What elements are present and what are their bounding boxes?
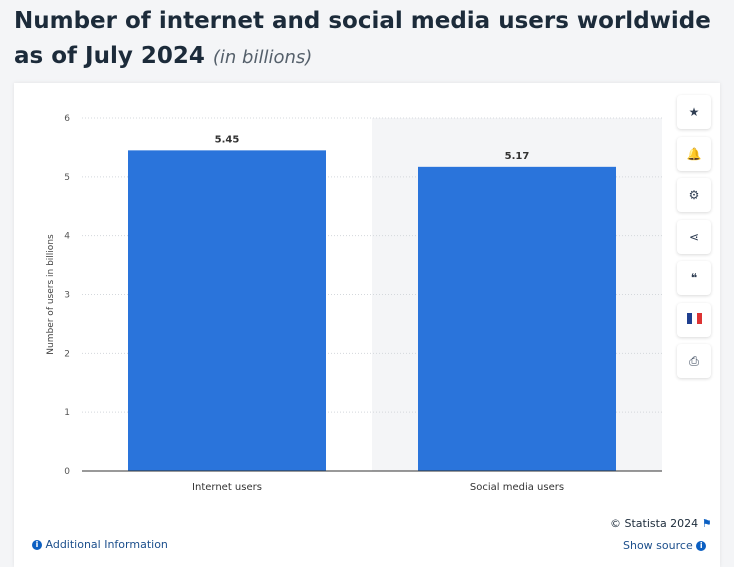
info-icon: i [696, 541, 707, 551]
y-tick-label: 2 [64, 349, 70, 359]
bar-value-label: 5.17 [505, 151, 530, 162]
toolbar: ★ 🔔 ⚙ ⋖ ❝ ⎙ [677, 95, 711, 386]
bell-button[interactable]: 🔔 [677, 136, 711, 171]
y-tick-label: 5 [64, 173, 70, 183]
show-source-link[interactable]: Show source i [623, 539, 707, 552]
french-flag-icon [686, 312, 702, 327]
y-tick-label: 1 [64, 408, 70, 418]
copyright: © Statista 2024 ⚑ [610, 517, 712, 530]
quote-icon: ❝ [690, 271, 698, 285]
bar [128, 150, 326, 471]
print-icon: ⎙ [689, 353, 699, 368]
y-tick-label: 6 [64, 114, 70, 124]
y-axis-label: Number of users in billions [46, 234, 56, 355]
print-button[interactable]: ⎙ [677, 344, 711, 378]
star-icon: ★ [688, 105, 700, 119]
gear-button[interactable]: ⚙ [677, 178, 711, 212]
french-flag-button[interactable] [677, 302, 711, 337]
y-tick-label: 4 [64, 232, 70, 242]
x-tick-label: Internet users [192, 482, 262, 493]
flag-icon: ⚑ [701, 517, 712, 530]
y-tick-label: 3 [64, 291, 70, 301]
bar [418, 166, 616, 471]
title-unit: (in billions) [212, 47, 313, 68]
share-button[interactable]: ⋖ [677, 219, 711, 254]
info-icon: i [32, 540, 42, 550]
star-button[interactable]: ★ [677, 95, 711, 129]
gear-icon: ⚙ [688, 188, 700, 202]
page-title: Number of internet and social media user… [14, 8, 711, 69]
bar-value-label: 5.45 [215, 134, 240, 145]
x-tick-label: Social media users [470, 482, 564, 493]
quote-button[interactable]: ❝ [677, 261, 711, 295]
share-icon: ⋖ [688, 229, 700, 244]
y-tick-label: 0 [64, 467, 70, 477]
bell-icon: 🔔 [686, 146, 702, 161]
additional-information-link[interactable]: i Additional Information [32, 538, 168, 551]
